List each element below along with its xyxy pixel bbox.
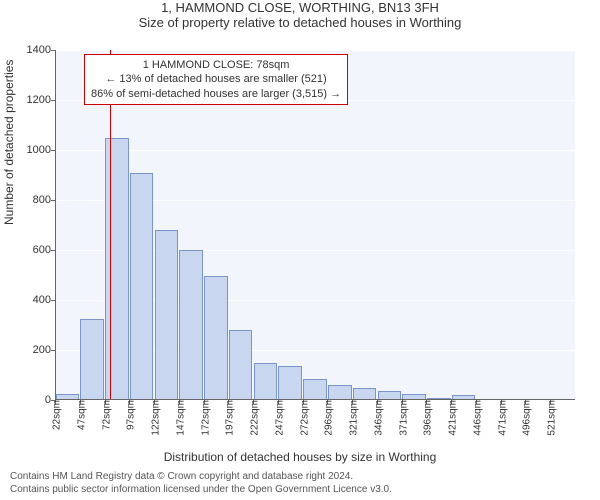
- xtick-label: 396sqm: [419, 400, 434, 436]
- bar: [278, 366, 302, 400]
- ytick-label: 1200: [27, 94, 55, 106]
- xtick-label: 272sqm: [295, 400, 310, 436]
- bar: [130, 173, 154, 401]
- annotation-line2: ← 13% of detached houses are smaller (52…: [91, 72, 341, 86]
- xtick-label: 97sqm: [122, 400, 137, 430]
- footer-line2: Contains public sector information licen…: [10, 484, 392, 497]
- ytick-label: 600: [33, 244, 55, 256]
- bar: [80, 319, 104, 400]
- xtick-label: 296sqm: [320, 400, 335, 436]
- xtick-label: 172sqm: [196, 400, 211, 436]
- xtick-label: 346sqm: [369, 400, 384, 436]
- bar: [254, 363, 278, 401]
- bar: [105, 138, 129, 401]
- xtick-label: 72sqm: [97, 400, 112, 430]
- bar: [229, 330, 253, 400]
- y-axis-label: Number of detached properties: [2, 60, 16, 225]
- page-subtitle: Size of property relative to detached ho…: [0, 15, 600, 30]
- gridline: [55, 50, 575, 51]
- xtick-label: 371sqm: [394, 400, 409, 436]
- annotation-line3: 86% of semi-detached houses are larger (…: [91, 87, 341, 101]
- ytick-label: 1000: [27, 144, 55, 156]
- ytick-label: 200: [33, 344, 55, 356]
- annotation-line1: 1 HAMMOND CLOSE: 78sqm: [91, 58, 341, 72]
- gridline: [55, 150, 575, 151]
- ytick-label: 800: [33, 194, 55, 206]
- xtick-label: 197sqm: [221, 400, 236, 436]
- xtick-label: 321sqm: [345, 400, 360, 436]
- bar: [303, 379, 327, 400]
- ytick-label: 1400: [27, 44, 55, 56]
- xtick-label: 22sqm: [48, 400, 63, 430]
- x-axis-label: Distribution of detached houses by size …: [0, 450, 600, 464]
- bar: [179, 250, 203, 400]
- footer: Contains HM Land Registry data © Crown c…: [10, 471, 392, 496]
- xtick-label: 122sqm: [147, 400, 162, 436]
- page-title: 1, HAMMOND CLOSE, WORTHING, BN13 3FH: [0, 0, 600, 15]
- bar: [328, 385, 352, 400]
- xtick-label: 471sqm: [493, 400, 508, 436]
- bar: [204, 276, 228, 400]
- annotation-box: 1 HAMMOND CLOSE: 78sqm ← 13% of detached…: [84, 54, 348, 105]
- xtick-label: 47sqm: [72, 400, 87, 430]
- y-axis-line: [55, 50, 56, 400]
- xtick-label: 247sqm: [270, 400, 285, 436]
- bar: [155, 230, 179, 400]
- xtick-label: 421sqm: [444, 400, 459, 436]
- x-axis-line: [55, 399, 575, 400]
- xtick-label: 521sqm: [543, 400, 558, 436]
- footer-line1: Contains HM Land Registry data © Crown c…: [10, 471, 392, 484]
- xtick-label: 496sqm: [518, 400, 533, 436]
- ytick-label: 400: [33, 294, 55, 306]
- xtick-label: 147sqm: [171, 400, 186, 436]
- xtick-label: 222sqm: [246, 400, 261, 436]
- xtick-label: 446sqm: [468, 400, 483, 436]
